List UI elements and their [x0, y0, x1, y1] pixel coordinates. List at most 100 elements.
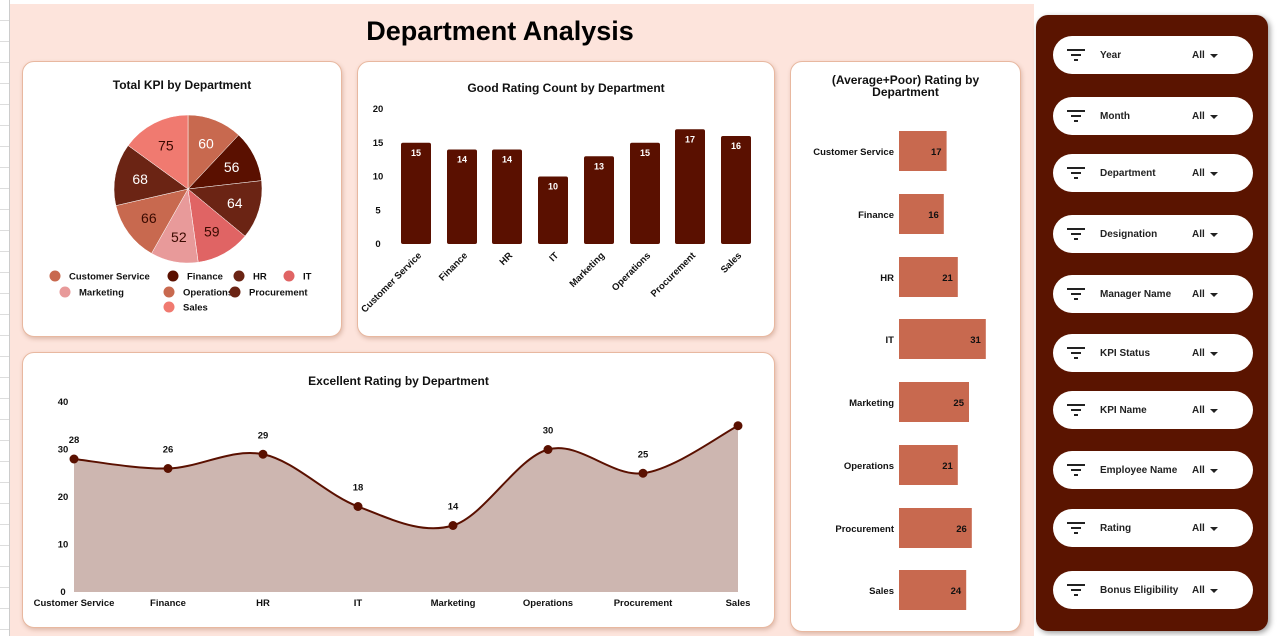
- filter-bonus-eligibility[interactable]: Bonus Eligibility All: [1053, 571, 1253, 609]
- y-tick-label: 0: [60, 587, 65, 598]
- legend-marker: [59, 286, 71, 298]
- pie-data-label: 64: [227, 195, 243, 211]
- y-tick-label: Marketing: [849, 398, 894, 409]
- bar: [538, 176, 568, 244]
- dropdown-arrow-icon: [1210, 352, 1218, 356]
- filter-value: All: [1192, 110, 1205, 122]
- legend-label: IT: [303, 272, 312, 283]
- filter-department[interactable]: Department All: [1053, 154, 1253, 192]
- pie-data-label: 60: [198, 136, 214, 152]
- x-tick-label: Marketing: [568, 250, 608, 290]
- bar-data-label: 24: [951, 586, 962, 597]
- legend-marker: [163, 301, 175, 313]
- filter-rating[interactable]: Rating All: [1053, 509, 1253, 547]
- filter-kpi-status[interactable]: KPI Status All: [1053, 334, 1253, 372]
- bar-data-label: 21: [942, 461, 953, 472]
- y-tick-label: HR: [880, 273, 894, 284]
- filter-icon: [1067, 464, 1085, 476]
- filter-kpi-name[interactable]: KPI Name All: [1053, 391, 1253, 429]
- pie-slice: [115, 188, 189, 254]
- pie-slice: [113, 145, 189, 206]
- pie-slice: [127, 114, 189, 190]
- bar-data-label: 16: [928, 210, 939, 221]
- legend-marker: [229, 286, 241, 298]
- filter-icon: [1067, 404, 1085, 416]
- data-point: [163, 464, 173, 473]
- filter-month[interactable]: Month All: [1053, 97, 1253, 135]
- bar: [899, 194, 944, 234]
- dropdown-arrow-icon: [1210, 409, 1218, 413]
- data-point: [448, 521, 458, 530]
- bar: [447, 149, 477, 244]
- data-point: [543, 445, 553, 454]
- legend-label: Operations: [183, 288, 233, 299]
- bar-data-label: 26: [956, 524, 967, 535]
- filter-label: Bonus Eligibility: [1100, 584, 1179, 596]
- bar-data-label: 17: [931, 147, 942, 158]
- y-tick-label: 30: [58, 445, 69, 456]
- y-tick-label: 40: [58, 397, 69, 408]
- data-point: [258, 449, 268, 459]
- legend-label: Marketing: [79, 288, 124, 299]
- y-tick-label: 0: [375, 239, 380, 250]
- filter-label: Rating: [1100, 522, 1132, 534]
- data-label: 28: [69, 435, 80, 446]
- filter-sidebar: Year All Month All Department All Designation A…: [1036, 15, 1268, 631]
- dropdown-arrow-icon: [1210, 54, 1218, 58]
- area-chart: 0 10 20 30 40 28 Customer Service 26 Finance 29 HR…: [34, 397, 751, 609]
- area-fill: [74, 425, 738, 592]
- bar: [492, 149, 522, 244]
- legend-label: Procurement: [249, 288, 308, 299]
- filter-icon: [1067, 49, 1085, 61]
- avg-poor-card: (Average+Poor) Rating by Department 17 Cu…: [790, 61, 1021, 632]
- filter-value: All: [1192, 404, 1205, 416]
- dropdown-arrow-icon: [1210, 293, 1218, 297]
- x-tick-label: IT: [547, 250, 561, 264]
- filter-icon: [1067, 167, 1085, 179]
- x-tick-label: Sales: [726, 598, 751, 609]
- filter-manager-name[interactable]: Manager Name All: [1053, 275, 1253, 313]
- spreadsheet-gridlines: [0, 0, 10, 636]
- filter-label: Month: [1100, 110, 1130, 122]
- y-tick-label: 15: [373, 138, 384, 149]
- bar: [899, 131, 947, 171]
- bar-data-label: 31: [970, 335, 981, 346]
- page-title: Department Analysis: [366, 16, 634, 46]
- y-tick-label: Finance: [858, 210, 894, 221]
- filter-designation[interactable]: Designation All: [1053, 215, 1253, 253]
- bar-data-label: 16: [731, 141, 741, 151]
- legend-label: Customer Service: [69, 272, 150, 283]
- dropdown-arrow-icon: [1210, 115, 1218, 119]
- pie-slice: [187, 180, 263, 237]
- bar: [401, 142, 431, 244]
- bar: [899, 445, 958, 485]
- filter-employee-name[interactable]: Employee Name All: [1053, 451, 1253, 489]
- bar-data-label: 25: [953, 398, 964, 409]
- x-tick-label: IT: [354, 598, 363, 609]
- y-tick-label: IT: [886, 335, 895, 346]
- series-line: [73, 424, 739, 530]
- y-tick-label: 20: [58, 492, 69, 503]
- bar-data-label: 14: [457, 155, 467, 165]
- filter-label: Employee Name: [1100, 464, 1178, 476]
- pie-data-label: 59: [204, 224, 220, 240]
- filter-value: All: [1192, 167, 1205, 179]
- x-tick-label: Procurement: [614, 598, 673, 609]
- data-point: [733, 421, 743, 431]
- legend-marker: [167, 270, 179, 282]
- data-point: [638, 468, 648, 478]
- bar-data-label: 10: [548, 182, 558, 192]
- data-label: 14: [448, 502, 459, 513]
- legend-marker: [233, 270, 245, 282]
- filter-icon: [1067, 347, 1085, 359]
- x-tick-label: Finance: [150, 598, 186, 609]
- bar: [899, 319, 986, 359]
- dropdown-arrow-icon: [1210, 527, 1218, 531]
- y-tick-label: Operations: [844, 461, 894, 472]
- filter-icon: [1067, 288, 1085, 300]
- bar: [584, 156, 614, 244]
- x-tick-label: Procurement: [649, 250, 699, 300]
- filter-year[interactable]: Year All: [1053, 36, 1253, 74]
- data-label: 30: [543, 426, 554, 437]
- pie-data-label: 52: [171, 229, 187, 245]
